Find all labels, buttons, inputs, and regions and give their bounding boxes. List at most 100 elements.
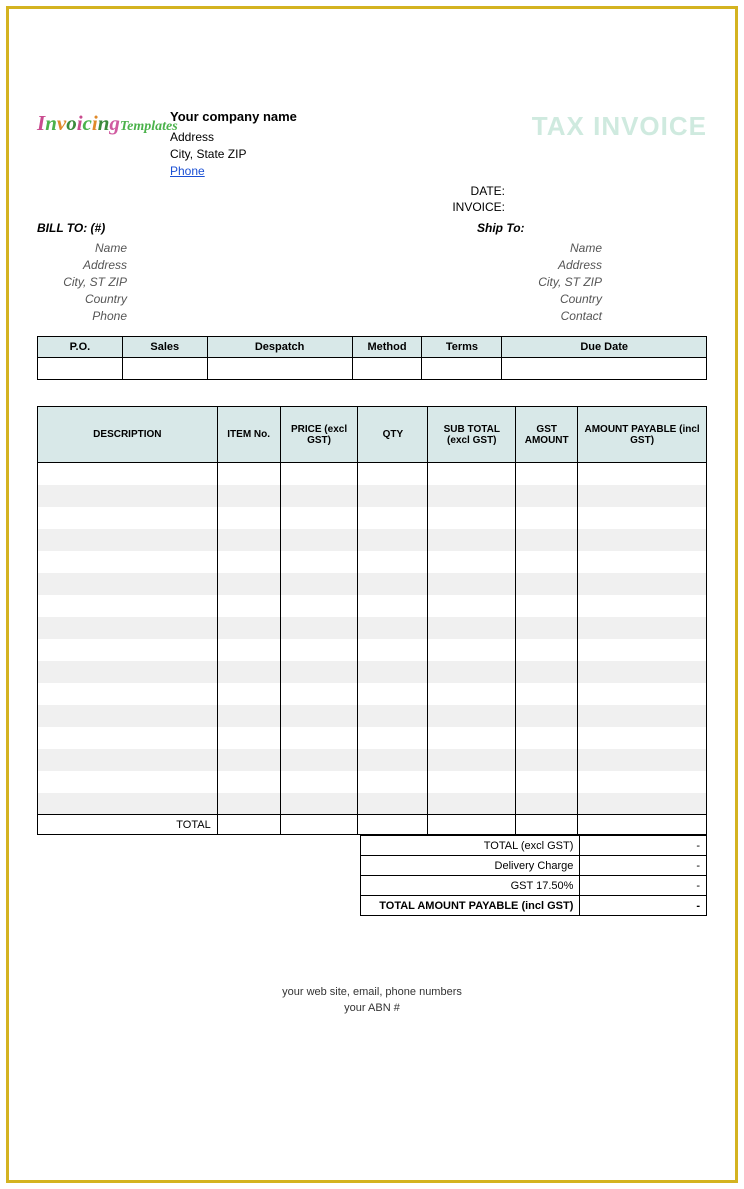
line-item-cell[interactable] — [280, 793, 358, 815]
order-info-cell[interactable] — [352, 358, 422, 380]
line-item-cell[interactable] — [217, 551, 280, 573]
line-item-cell[interactable] — [358, 463, 428, 485]
line-item-cell[interactable] — [38, 617, 218, 639]
line-item-cell[interactable] — [428, 793, 516, 815]
line-item-cell[interactable] — [38, 661, 218, 683]
line-item-cell[interactable] — [578, 639, 707, 661]
line-item-cell[interactable] — [358, 749, 428, 771]
line-item-cell[interactable] — [578, 529, 707, 551]
line-item-cell[interactable] — [280, 617, 358, 639]
line-item-cell[interactable] — [358, 617, 428, 639]
line-item-cell[interactable] — [358, 639, 428, 661]
line-item-cell[interactable] — [358, 771, 428, 793]
line-item-cell[interactable] — [280, 771, 358, 793]
line-item-cell[interactable] — [428, 595, 516, 617]
order-info-cell[interactable] — [122, 358, 207, 380]
line-item-cell[interactable] — [578, 573, 707, 595]
line-item-cell[interactable] — [578, 705, 707, 727]
line-item-cell[interactable] — [358, 683, 428, 705]
line-item-cell[interactable] — [428, 551, 516, 573]
line-item-cell[interactable] — [516, 771, 578, 793]
line-item-cell[interactable] — [217, 617, 280, 639]
line-item-cell[interactable] — [280, 595, 358, 617]
line-item-cell[interactable] — [578, 771, 707, 793]
line-item-cell[interactable] — [578, 507, 707, 529]
line-item-cell[interactable] — [38, 463, 218, 485]
line-item-cell[interactable] — [38, 793, 218, 815]
line-item-cell[interactable] — [38, 749, 218, 771]
line-item-cell[interactable] — [38, 507, 218, 529]
order-info-cell[interactable] — [38, 358, 123, 380]
line-item-cell[interactable] — [358, 529, 428, 551]
line-item-cell[interactable] — [578, 551, 707, 573]
line-item-cell[interactable] — [280, 683, 358, 705]
line-item-cell[interactable] — [217, 727, 280, 749]
line-item-cell[interactable] — [516, 507, 578, 529]
line-item-cell[interactable] — [428, 617, 516, 639]
line-item-cell[interactable] — [578, 683, 707, 705]
order-info-cell[interactable] — [207, 358, 352, 380]
line-item-cell[interactable] — [280, 727, 358, 749]
line-item-cell[interactable] — [217, 507, 280, 529]
line-item-cell[interactable] — [516, 793, 578, 815]
line-item-cell[interactable] — [516, 705, 578, 727]
line-item-cell[interactable] — [358, 595, 428, 617]
line-item-cell[interactable] — [516, 573, 578, 595]
line-item-cell[interactable] — [217, 683, 280, 705]
line-item-cell[interactable] — [217, 705, 280, 727]
line-item-cell[interactable] — [38, 551, 218, 573]
line-item-cell[interactable] — [217, 749, 280, 771]
line-item-cell[interactable] — [578, 617, 707, 639]
line-item-cell[interactable] — [280, 639, 358, 661]
line-item-cell[interactable] — [516, 595, 578, 617]
line-item-cell[interactable] — [280, 485, 358, 507]
line-item-cell[interactable] — [358, 793, 428, 815]
line-item-cell[interactable] — [358, 661, 428, 683]
line-item-cell[interactable] — [280, 705, 358, 727]
line-item-cell[interactable] — [428, 529, 516, 551]
line-item-cell[interactable] — [428, 573, 516, 595]
line-item-cell[interactable] — [358, 551, 428, 573]
line-item-cell[interactable] — [217, 595, 280, 617]
line-item-cell[interactable] — [428, 661, 516, 683]
line-item-cell[interactable] — [217, 639, 280, 661]
line-item-cell[interactable] — [578, 463, 707, 485]
line-item-cell[interactable] — [217, 573, 280, 595]
line-item-cell[interactable] — [38, 727, 218, 749]
line-item-cell[interactable] — [578, 749, 707, 771]
line-item-cell[interactable] — [217, 529, 280, 551]
company-phone-link[interactable]: Phone — [170, 164, 205, 178]
line-item-cell[interactable] — [358, 507, 428, 529]
line-item-cell[interactable] — [428, 705, 516, 727]
line-item-cell[interactable] — [280, 463, 358, 485]
line-item-cell[interactable] — [516, 463, 578, 485]
line-item-cell[interactable] — [516, 529, 578, 551]
line-item-cell[interactable] — [428, 463, 516, 485]
line-item-cell[interactable] — [516, 683, 578, 705]
line-item-cell[interactable] — [217, 661, 280, 683]
line-item-cell[interactable] — [516, 617, 578, 639]
line-item-cell[interactable] — [217, 771, 280, 793]
order-info-cell[interactable] — [422, 358, 502, 380]
line-item-cell[interactable] — [428, 507, 516, 529]
line-item-cell[interactable] — [516, 485, 578, 507]
line-item-cell[interactable] — [38, 705, 218, 727]
line-item-cell[interactable] — [516, 749, 578, 771]
line-item-cell[interactable] — [516, 639, 578, 661]
line-item-cell[interactable] — [38, 529, 218, 551]
order-info-cell[interactable] — [502, 358, 707, 380]
line-item-cell[interactable] — [358, 727, 428, 749]
line-item-cell[interactable] — [578, 661, 707, 683]
line-item-cell[interactable] — [578, 727, 707, 749]
line-item-cell[interactable] — [280, 507, 358, 529]
line-item-cell[interactable] — [578, 485, 707, 507]
line-item-cell[interactable] — [428, 683, 516, 705]
line-item-cell[interactable] — [280, 661, 358, 683]
line-item-cell[interactable] — [38, 683, 218, 705]
line-item-cell[interactable] — [358, 573, 428, 595]
line-item-cell[interactable] — [38, 485, 218, 507]
line-item-cell[interactable] — [280, 529, 358, 551]
line-item-cell[interactable] — [516, 661, 578, 683]
line-item-cell[interactable] — [428, 749, 516, 771]
line-item-cell[interactable] — [217, 485, 280, 507]
